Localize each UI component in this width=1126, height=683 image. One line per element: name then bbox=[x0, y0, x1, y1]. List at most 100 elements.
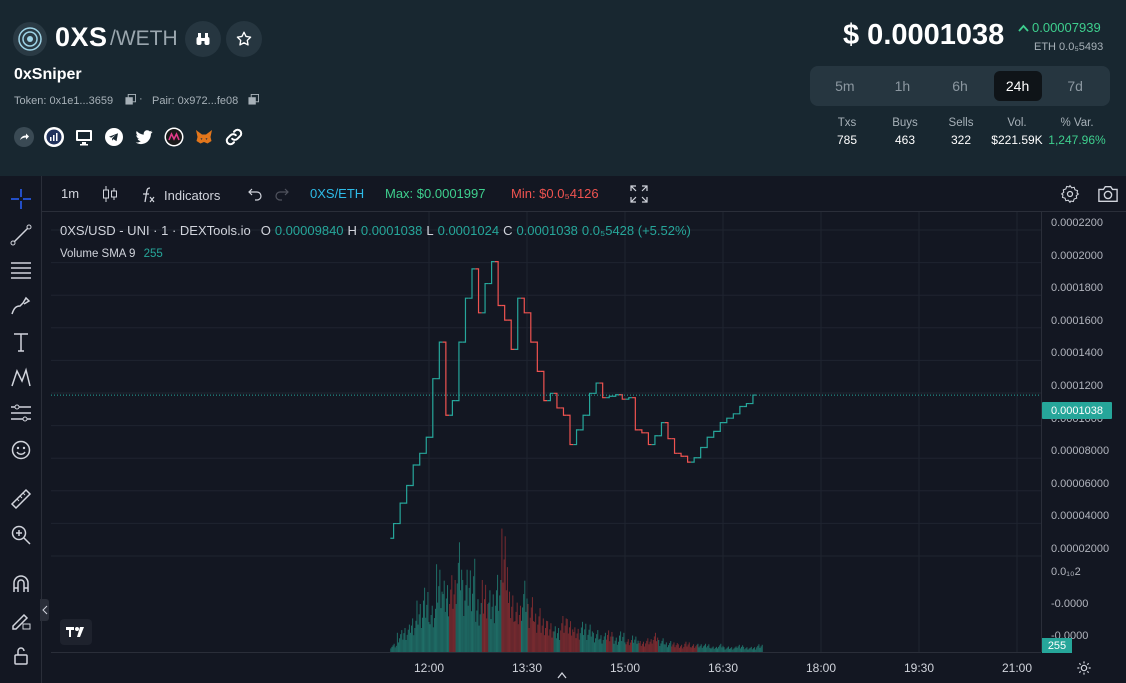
chart-type-button[interactable] bbox=[102, 185, 118, 203]
volume-bar bbox=[447, 585, 448, 652]
scroll-to-realtime-button[interactable] bbox=[555, 669, 569, 681]
volume-bar bbox=[734, 647, 736, 652]
volume-bar bbox=[579, 633, 581, 652]
text-tool[interactable] bbox=[8, 329, 34, 355]
favorite-button[interactable] bbox=[226, 21, 262, 57]
lock-tool[interactable] bbox=[8, 643, 34, 669]
volume-axis-label: -0.0000 bbox=[1051, 598, 1089, 610]
camera-icon bbox=[1098, 186, 1118, 202]
volume-bar bbox=[718, 646, 720, 652]
volume-bar bbox=[729, 648, 731, 652]
tab-5m[interactable]: 5m bbox=[835, 78, 855, 94]
price-axis-label: 0.00002000 bbox=[1051, 543, 1110, 555]
tradingview-logo[interactable] bbox=[60, 619, 92, 645]
volume-bar bbox=[710, 648, 712, 652]
volume-bar bbox=[756, 647, 758, 652]
volume-bar bbox=[723, 647, 725, 652]
price-axis-label: 0.00008000 bbox=[1051, 445, 1110, 458]
coinmarketcap-link[interactable] bbox=[163, 126, 185, 148]
gear-icon bbox=[1060, 184, 1080, 204]
copy-token-address-button[interactable] bbox=[125, 94, 137, 108]
volume-bar bbox=[491, 606, 493, 652]
indicators-button[interactable]: Indicators bbox=[140, 186, 220, 204]
screenshot-button[interactable] bbox=[1097, 184, 1119, 204]
volume-bar bbox=[615, 637, 617, 652]
volume-bar bbox=[632, 635, 634, 652]
etherscan-link[interactable] bbox=[43, 126, 65, 148]
volume-bar bbox=[497, 574, 499, 652]
pattern-tool[interactable] bbox=[8, 365, 34, 391]
token-logo-icon bbox=[18, 27, 42, 51]
trend-line-tool[interactable] bbox=[8, 222, 34, 248]
volume-bar bbox=[649, 641, 651, 652]
time-axis[interactable]: 12:00 13:30 15:00 16:30 18:00 19:30 21:00 bbox=[51, 652, 1041, 683]
volume-bar bbox=[414, 628, 416, 652]
token-logo bbox=[13, 22, 47, 56]
axis-settings-button[interactable] bbox=[1076, 660, 1094, 678]
volume-bar bbox=[602, 640, 604, 652]
interval-button[interactable]: 1m bbox=[61, 186, 79, 201]
price-segment bbox=[396, 502, 404, 525]
volume-bar bbox=[477, 599, 479, 652]
price-chart-plot[interactable] bbox=[51, 212, 1041, 652]
volume-bar bbox=[739, 648, 741, 652]
volume-bar bbox=[451, 575, 453, 652]
metamask-button[interactable] bbox=[193, 126, 215, 148]
collapse-toolbar-button[interactable] bbox=[40, 599, 49, 621]
volume-bar bbox=[647, 638, 649, 652]
tab-24h[interactable]: 24h bbox=[993, 71, 1042, 101]
volume-bar bbox=[610, 636, 612, 652]
price-segment bbox=[749, 394, 757, 405]
undo-button[interactable] bbox=[247, 186, 263, 202]
tab-7d[interactable]: 7d bbox=[1067, 78, 1083, 94]
volume-bar bbox=[512, 595, 514, 652]
fib-tool[interactable] bbox=[8, 257, 34, 283]
volume-bar bbox=[686, 646, 688, 652]
volume-bar bbox=[619, 635, 620, 652]
tab-6h[interactable]: 6h bbox=[952, 78, 968, 94]
volume-bar bbox=[495, 590, 497, 652]
zoom-tool[interactable] bbox=[8, 522, 34, 548]
share-button[interactable] bbox=[13, 126, 35, 148]
copy-link-button[interactable] bbox=[223, 126, 245, 148]
min-price: Min: $0.0₅4126 bbox=[511, 186, 599, 201]
tab-1h[interactable]: 1h bbox=[894, 78, 911, 94]
volume-bar bbox=[680, 646, 681, 652]
volume-bar bbox=[465, 585, 467, 652]
volume-bar bbox=[628, 645, 630, 652]
compare-button[interactable] bbox=[185, 21, 221, 57]
volume-bar bbox=[461, 569, 463, 652]
price-axis[interactable]: 0.0002200 0.0002000 0.0001800 0.0001600 0.00… bbox=[1041, 212, 1126, 652]
fullscreen-button[interactable] bbox=[630, 185, 648, 203]
stat-value: 1,247.96% bbox=[1048, 133, 1106, 147]
price-segment bbox=[619, 394, 626, 400]
brush-tool[interactable] bbox=[8, 293, 34, 319]
redo-button[interactable] bbox=[274, 186, 290, 202]
volume-bar bbox=[408, 624, 410, 652]
crosshair-tool[interactable] bbox=[8, 186, 34, 212]
volume-bar bbox=[469, 570, 471, 652]
volume-bar bbox=[662, 638, 664, 652]
drawing-mode-tool[interactable] bbox=[8, 607, 34, 633]
volume-bar bbox=[622, 636, 624, 652]
volume-bar bbox=[553, 631, 555, 652]
copy-pair-address-button[interactable] bbox=[248, 94, 260, 108]
price-segment bbox=[690, 457, 698, 463]
price-segment bbox=[560, 407, 567, 416]
volume-bar bbox=[584, 629, 586, 652]
prediction-tool[interactable] bbox=[8, 400, 34, 426]
volume-bar bbox=[538, 616, 540, 652]
settings-button[interactable] bbox=[1060, 184, 1080, 204]
telegram-link[interactable] bbox=[103, 126, 125, 148]
volume-bar bbox=[637, 640, 639, 652]
volume-bar bbox=[499, 595, 501, 652]
volume-bar bbox=[617, 641, 619, 652]
website-link[interactable] bbox=[73, 126, 95, 148]
measure-tool[interactable] bbox=[8, 486, 34, 512]
volume-bar bbox=[709, 647, 711, 652]
emoji-tool[interactable] bbox=[8, 437, 34, 463]
metamask-icon bbox=[196, 130, 212, 144]
magnet-tool[interactable] bbox=[8, 571, 34, 597]
twitter-link[interactable] bbox=[133, 126, 155, 148]
volume-bar bbox=[588, 629, 590, 652]
